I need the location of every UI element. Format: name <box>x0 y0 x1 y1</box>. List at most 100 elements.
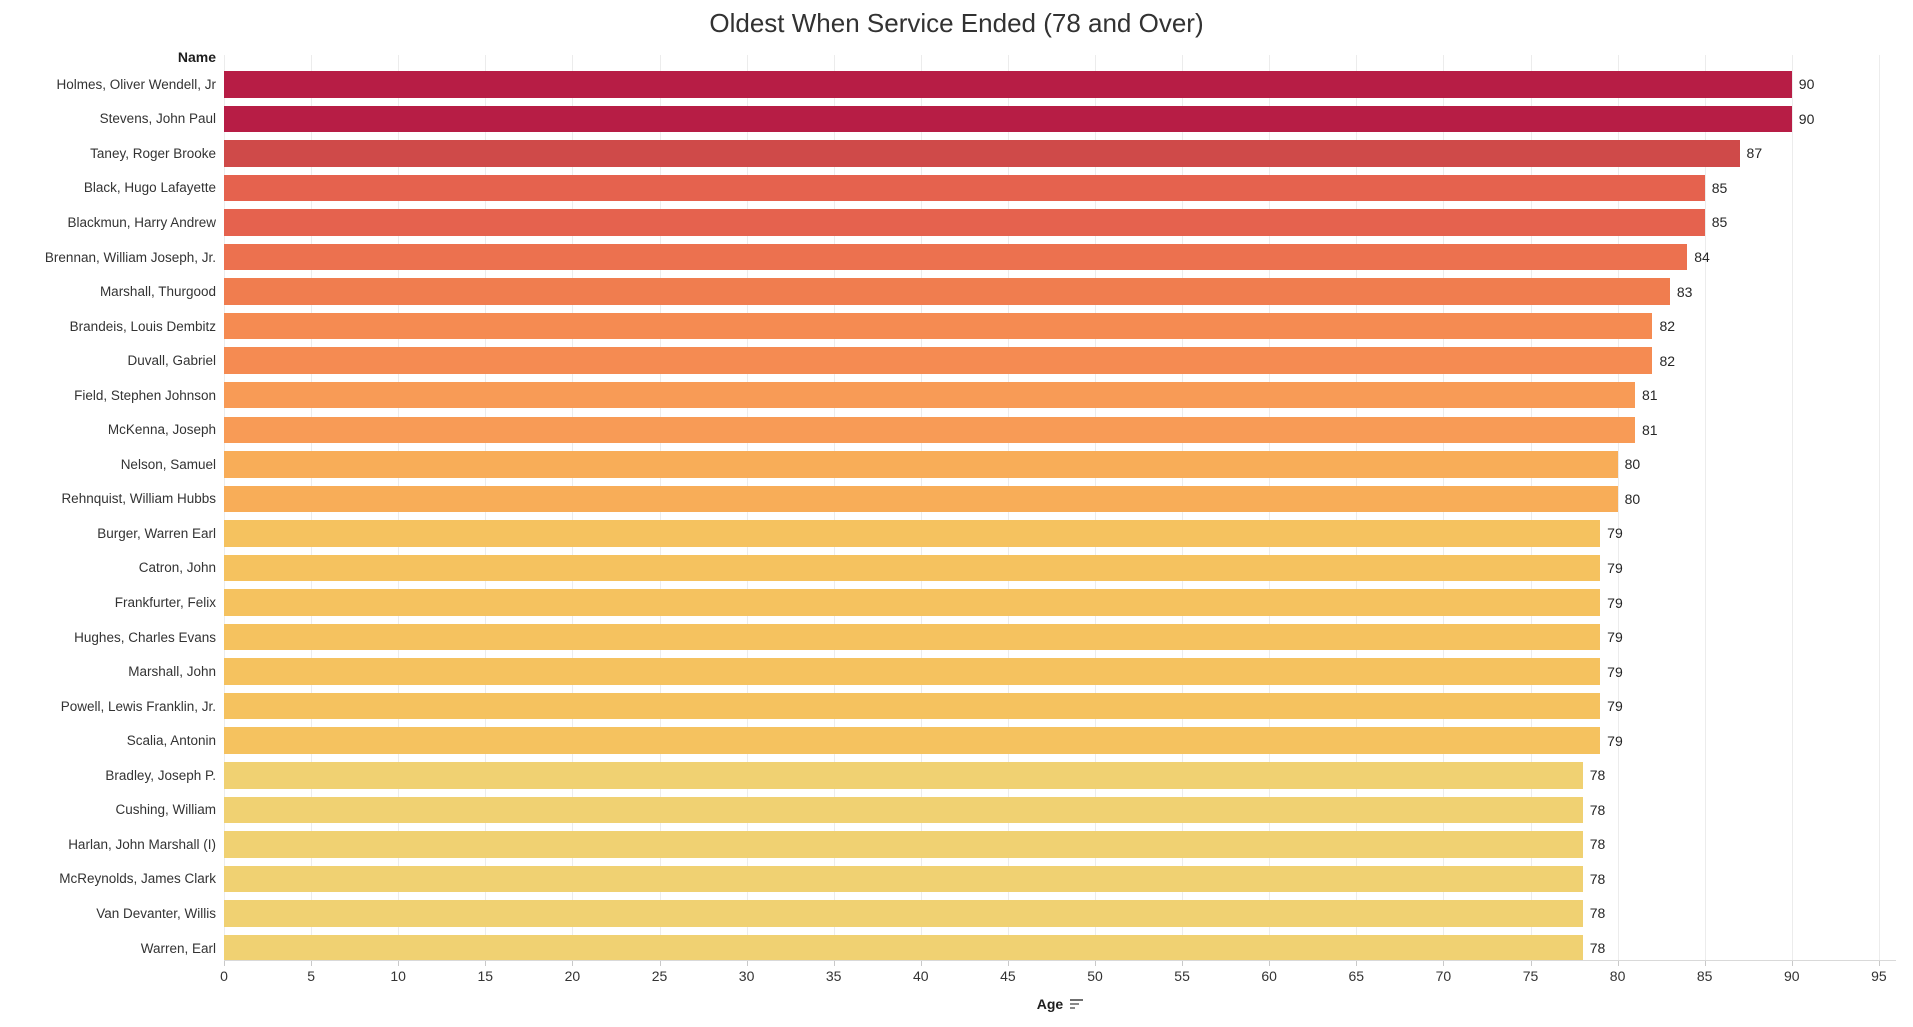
x-tick-mark <box>1530 961 1532 966</box>
x-tick-mark <box>1356 961 1358 966</box>
x-tick-label: 0 <box>220 968 228 984</box>
bar[interactable] <box>224 692 1601 720</box>
row-label[interactable]: Cushing, William <box>115 802 216 818</box>
bar[interactable] <box>224 174 1705 202</box>
row-label[interactable]: Hughes, Charles Evans <box>74 629 216 645</box>
row-label[interactable]: Burger, Warren Earl <box>97 525 216 541</box>
x-tick-label: 70 <box>1435 968 1452 984</box>
x-tick-mark <box>398 961 400 966</box>
bar-value-label: 78 <box>1589 836 1606 853</box>
sort-descending-icon[interactable] <box>1070 999 1084 1009</box>
bar-value-label: 85 <box>1711 214 1728 231</box>
x-tick-mark <box>1878 961 1880 966</box>
bar[interactable] <box>224 520 1601 547</box>
bar[interactable] <box>224 727 1601 754</box>
x-tick-mark <box>1617 961 1619 966</box>
row-label[interactable]: Van Devanter, Willis <box>96 905 216 921</box>
gridline <box>1878 55 1880 961</box>
bar[interactable] <box>224 347 1653 374</box>
bar-value-label: 87 <box>1746 145 1763 162</box>
row-label[interactable]: Brandeis, Louis Dembitz <box>69 318 216 334</box>
row-header-label: Name <box>177 49 216 65</box>
x-tick-label: 85 <box>1696 968 1713 984</box>
x-axis-title: Age <box>224 996 1896 1012</box>
bar-value-label: 79 <box>1607 698 1623 715</box>
row-label[interactable]: Harlan, John Marshall (I) <box>68 836 216 852</box>
x-tick-label: 60 <box>1261 968 1277 984</box>
bar[interactable] <box>224 554 1601 582</box>
x-axis-line <box>224 960 1896 961</box>
bar[interactable] <box>224 485 1618 513</box>
x-tick-label: 65 <box>1348 968 1365 984</box>
bar[interactable] <box>224 451 1618 478</box>
bar-value-label: 79 <box>1607 629 1623 646</box>
row-label[interactable]: Warren, Earl <box>140 940 216 956</box>
x-tick-label: 95 <box>1871 968 1887 984</box>
row-label[interactable]: Field, Stephen Johnson <box>74 387 216 403</box>
bar[interactable] <box>224 140 1740 167</box>
row-label[interactable]: Taney, Roger Brooke <box>90 145 216 161</box>
row-label[interactable]: Brennan, William Joseph, Jr. <box>44 249 216 265</box>
x-tick-label: 35 <box>825 968 842 984</box>
x-tick-mark <box>1791 961 1793 966</box>
bar[interactable] <box>224 796 1583 824</box>
row-label[interactable]: Black, Hugo Lafayette <box>83 180 216 196</box>
bar-value-label: 78 <box>1589 767 1606 784</box>
x-tick-label: 75 <box>1522 968 1539 984</box>
gridline <box>1704 55 1706 961</box>
x-tick-label: 10 <box>390 968 406 984</box>
bar-value-label: 80 <box>1624 490 1641 507</box>
bar[interactable] <box>224 865 1583 893</box>
x-tick-label: 15 <box>477 968 494 984</box>
x-tick-mark <box>224 961 225 966</box>
bar[interactable] <box>224 312 1653 340</box>
bar[interactable] <box>224 71 1792 98</box>
bar[interactable] <box>224 658 1601 685</box>
bar[interactable] <box>224 623 1601 651</box>
row-label[interactable]: Scalia, Antonin <box>126 733 216 749</box>
row-label[interactable]: Bradley, Joseph P. <box>105 767 216 783</box>
bar[interactable] <box>224 831 1583 858</box>
x-tick-label: 40 <box>913 968 929 984</box>
bar-value-label: 78 <box>1589 940 1606 956</box>
bar[interactable] <box>224 209 1705 236</box>
row-label[interactable]: Marshall, Thurgood <box>99 284 216 300</box>
bar-value-label: 82 <box>1659 352 1676 369</box>
row-label[interactable]: McKenna, Joseph <box>107 422 216 438</box>
bar[interactable] <box>224 381 1636 409</box>
bar-value-label: 79 <box>1607 663 1623 680</box>
row-label[interactable]: Nelson, Samuel <box>120 456 216 472</box>
chart-title: Oldest When Service Ended (78 and Over) <box>709 8 1204 38</box>
row-label[interactable]: Blackmun, Harry Andrew <box>67 214 216 230</box>
bar[interactable] <box>224 934 1583 962</box>
bar-value-label: 81 <box>1642 387 1658 404</box>
x-tick-label: 25 <box>651 968 668 984</box>
bar-value-label: 90 <box>1798 110 1815 127</box>
row-label[interactable]: Powell, Lewis Franklin, Jr. <box>60 698 216 714</box>
x-tick-mark <box>1269 961 1271 966</box>
bar[interactable] <box>224 105 1792 133</box>
bar[interactable] <box>224 278 1670 305</box>
row-label[interactable]: Rehnquist, William Hubbs <box>61 491 216 507</box>
bar-value-label: 84 <box>1694 249 1710 265</box>
bar-value-label: 79 <box>1607 732 1623 749</box>
bar[interactable] <box>224 762 1583 789</box>
bar[interactable] <box>224 243 1688 271</box>
bar[interactable] <box>224 900 1583 927</box>
row-label[interactable]: McReynolds, James Clark <box>59 871 216 887</box>
row-label[interactable]: Stevens, John Paul <box>99 111 216 127</box>
bar[interactable] <box>224 589 1601 616</box>
row-label[interactable]: Catron, John <box>138 560 216 576</box>
gridline <box>1617 55 1619 961</box>
row-label[interactable]: Duvall, Gabriel <box>127 353 216 369</box>
bar-value-label: 79 <box>1607 559 1623 576</box>
x-tick-mark <box>833 961 835 966</box>
row-label[interactable]: Frankfurter, Felix <box>114 595 216 610</box>
row-label[interactable]: Holmes, Oliver Wendell, Jr <box>56 76 216 92</box>
bar-value-label: 78 <box>1589 870 1606 887</box>
bar[interactable] <box>224 416 1636 443</box>
x-tick-mark <box>920 961 922 966</box>
row-label[interactable]: Marshall, John <box>128 664 216 680</box>
x-tick-label: 90 <box>1784 968 1800 984</box>
